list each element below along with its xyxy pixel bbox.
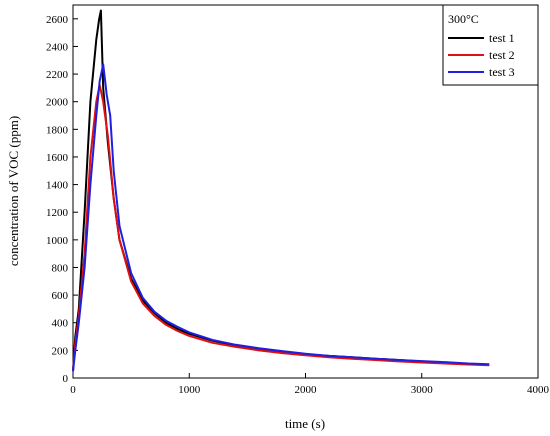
y-tick-label: 1800	[46, 124, 69, 136]
y-tick-label: 2400	[46, 41, 69, 53]
y-tick-label: 2200	[46, 69, 69, 81]
y-tick-label: 1200	[46, 207, 69, 219]
x-tick-label: 2000	[295, 384, 318, 396]
y-tick-label: 800	[52, 262, 69, 274]
y-tick-label: 0	[63, 373, 69, 385]
x-tick-label: 0	[70, 384, 76, 396]
legend-label-test-2: test 2	[489, 48, 515, 62]
series-line-test-3	[72, 63, 490, 372]
x-tick-label: 4000	[527, 384, 550, 396]
legend: 300°C test 1 test 2 test 3	[442, 4, 539, 86]
series-line-test-2	[72, 84, 490, 372]
x-axis-ticks: 0 1000 2000 3000 4000	[70, 373, 550, 396]
x-axis-label: time (s)	[285, 416, 325, 431]
y-tick-label: 400	[52, 318, 69, 330]
y-tick-label: 200	[52, 345, 69, 357]
legend-items: test 1 test 2 test 3	[448, 31, 515, 79]
y-tick-label: 600	[52, 290, 69, 302]
series-lines	[72, 9, 490, 372]
y-tick-label: 2600	[46, 14, 69, 26]
y-axis-label: concentration of VOC (ppm)	[6, 116, 21, 266]
y-tick-label: 1400	[46, 180, 69, 192]
y-axis-ticks: 0 200 400 600 800 1000 1200 1400 1600 1800 2000 220…	[46, 14, 78, 385]
legend-label-test-3: test 3	[489, 65, 515, 79]
legend-label-test-1: test 1	[489, 31, 515, 45]
y-tick-label: 1600	[46, 152, 69, 164]
series-line-test-1	[72, 9, 490, 372]
x-tick-label: 3000	[411, 384, 434, 396]
y-tick-label: 1000	[46, 235, 69, 247]
legend-title: 300°C	[448, 12, 479, 26]
y-tick-label: 2000	[46, 97, 69, 109]
x-tick-label: 1000	[178, 384, 201, 396]
